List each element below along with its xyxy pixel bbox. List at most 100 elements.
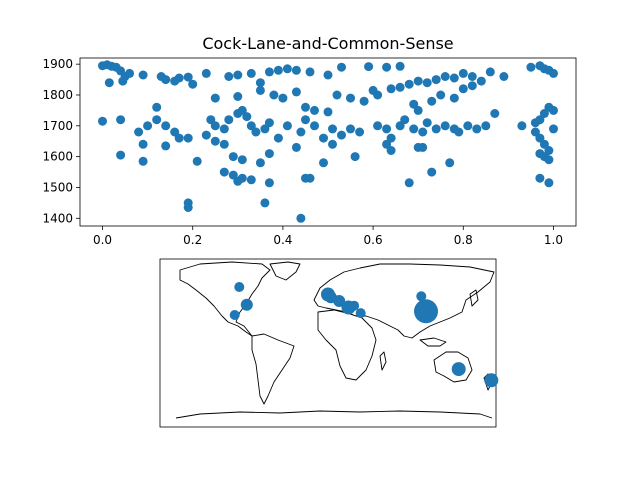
australia-coastline [433, 351, 473, 383]
scatter-point [228, 152, 238, 162]
scatter-point [454, 127, 464, 137]
scatter-point [242, 112, 252, 122]
x-axis-ticks: 0.0 0.2 0.4 0.6 0.8 1.0 [93, 226, 563, 247]
y-tick-label: 1900 [42, 57, 73, 71]
scatter-point [260, 198, 270, 208]
scatter-point [161, 121, 171, 131]
scatter-point [183, 72, 193, 82]
scatter-point [364, 62, 374, 72]
scatter-point [210, 121, 220, 131]
scatter-point [273, 133, 283, 143]
japan-coastline [469, 289, 479, 307]
scatter-point [526, 62, 536, 72]
scatter-point [237, 155, 247, 165]
scatter-point [228, 170, 238, 180]
scatter-point [278, 93, 288, 103]
scatter-point [436, 90, 446, 100]
scatter-point [517, 121, 527, 131]
scatter-point [161, 141, 171, 151]
map-bubble [416, 291, 427, 302]
scatter-point [152, 102, 162, 112]
scatter-point [337, 130, 346, 140]
scatter-point [539, 109, 549, 118]
scatter-point [319, 158, 328, 168]
scatter-point [485, 67, 495, 77]
scatter-point [174, 133, 184, 143]
scatter-point [544, 155, 554, 165]
y-tick-label: 1800 [42, 88, 73, 102]
scatter-point [161, 75, 171, 85]
indonesia-coastline [419, 337, 447, 347]
scatter-point [264, 178, 274, 188]
scatter-point [346, 93, 355, 103]
scatter-point [138, 156, 148, 166]
scatter-point [328, 124, 337, 134]
scatter-point [319, 133, 328, 143]
scatter-point [386, 146, 396, 155]
scatter-point [346, 124, 355, 134]
scatter-point [323, 70, 333, 80]
scatter-point [476, 76, 486, 86]
map-frame [159, 258, 497, 428]
scatter-point [467, 72, 477, 81]
scatter-point [382, 62, 392, 72]
scatter-point [116, 115, 126, 125]
world-map [159, 258, 499, 428]
scatter-point [472, 124, 482, 134]
y-tick-label: 1500 [42, 180, 73, 194]
scatter-point [337, 62, 346, 72]
scatter-plot: 0.0 0.2 0.4 0.6 0.8 1.0 140015001600170018001… [42, 57, 577, 247]
scatter-point [418, 127, 428, 137]
scatter-point [260, 124, 270, 134]
scatter-points [98, 60, 558, 223]
x-tick-label: 0.2 [183, 233, 202, 247]
map-bubble [234, 282, 245, 292]
scatter-point [237, 173, 247, 183]
scatter-point [481, 121, 491, 131]
scatter-point [413, 105, 423, 115]
scatter-point [296, 213, 306, 223]
chart-title: Cock-Lane-and-Common-Sense [202, 34, 453, 53]
scatter-point [201, 130, 211, 140]
greenland-coastline [269, 261, 301, 281]
scatter-point [210, 93, 220, 103]
scatter-point [116, 150, 126, 160]
scatter-point [224, 72, 234, 81]
scatter-point [431, 75, 441, 85]
scatter-point [373, 90, 383, 100]
scatter-point [224, 115, 234, 125]
scatter-point [269, 90, 279, 100]
scatter-point [210, 136, 220, 146]
scatter-point [246, 175, 256, 185]
scatter-point [409, 124, 419, 134]
scatter-point [183, 203, 193, 212]
x-tick-label: 0.0 [93, 233, 112, 247]
scatter-point [467, 81, 477, 91]
scatter-point [291, 65, 301, 75]
scatter-point [305, 67, 315, 77]
scatter-point [445, 158, 455, 168]
y-tick-label: 1700 [42, 119, 73, 133]
scatter-point [440, 121, 450, 131]
scatter-point [310, 105, 319, 115]
scatter-point [104, 78, 114, 88]
map-bubbles [229, 282, 499, 388]
scatter-point [440, 72, 450, 81]
scatter-point [273, 65, 283, 75]
scatter-point [174, 73, 184, 83]
scatter-point [350, 152, 360, 162]
scatter-point [395, 121, 405, 131]
scatter-point [404, 79, 414, 89]
scatter-point [549, 124, 558, 134]
scatter-point [386, 133, 396, 143]
scatter-point [409, 99, 419, 109]
scatter-point [282, 64, 292, 74]
y-tick-label: 1400 [42, 211, 73, 225]
africa-coastline [317, 309, 377, 381]
scatter-point [201, 68, 211, 78]
scatter-point [400, 115, 410, 125]
x-tick-label: 0.6 [364, 233, 383, 247]
scatter-point [251, 127, 261, 137]
scatter-point [355, 127, 365, 137]
